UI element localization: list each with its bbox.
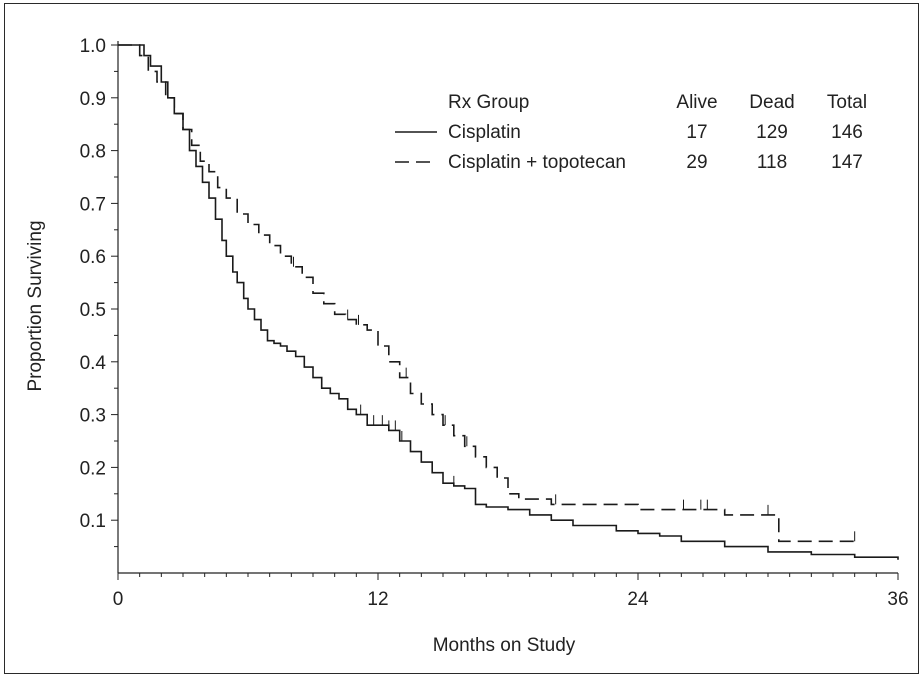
legend-dead-value: 129 (756, 122, 788, 143)
legend-header: Dead (749, 92, 794, 113)
x-tick-label: 36 (887, 589, 908, 610)
legend-alive-value: 29 (686, 152, 707, 173)
y-axis-title: Proportion Surviving (25, 220, 46, 391)
y-tick-label: 0.3 (80, 406, 106, 427)
axes (117, 41, 898, 574)
y-tick-label: 0.2 (80, 458, 106, 479)
x-axis-title: Months on Study (433, 635, 576, 656)
legend-header: Total (827, 92, 867, 113)
y-tick-label: 0.9 (80, 89, 106, 110)
y-tick-label: 0.4 (80, 353, 107, 374)
legend-dead-value: 118 (757, 152, 787, 173)
legend: Rx Group Alive Dead Total Cisplatin 17 129 146 C… (395, 92, 867, 173)
legend-group-label: Cisplatin + topotecan (448, 152, 626, 173)
y-tick-label: 1.0 (80, 36, 106, 57)
y-tick-label: 0.5 (80, 300, 106, 321)
series-line-cisplatin-topotecan (118, 44, 855, 543)
y-tick-label: 0.8 (80, 142, 106, 163)
y-tick-label: 0.6 (80, 247, 106, 268)
legend-group-label: Cisplatin (448, 122, 521, 143)
legend-total-value: 146 (831, 122, 863, 143)
legend-alive-value: 17 (686, 122, 707, 143)
legend-header: Rx Group (448, 92, 529, 113)
legend-header: Alive (676, 92, 717, 113)
x-tick-label: 0 (113, 589, 124, 610)
series-line-cisplatin (118, 44, 899, 560)
y-tick-label: 0.1 (80, 511, 106, 532)
y-tick-label: 0.7 (80, 194, 106, 215)
survival-chart: 0 12 24 36 0.1 0.2 0.3 0.4 0.5 0.6 0.7 0.8 0.9 1.0 Rx… (25, 36, 909, 656)
series-layer (118, 44, 899, 560)
legend-total-value: 147 (831, 152, 863, 173)
axis-ticks: 0 12 24 36 0.1 0.2 0.3 0.4 0.5 0.6 0.7 0.8 0.9 1.0 (80, 36, 909, 610)
chart-figure: 0 12 24 36 0.1 0.2 0.3 0.4 0.5 0.6 0.7 0.8 0.9 1.0 Rx… (4, 3, 919, 674)
x-tick-label: 12 (367, 589, 388, 610)
x-tick-label: 24 (627, 589, 649, 610)
